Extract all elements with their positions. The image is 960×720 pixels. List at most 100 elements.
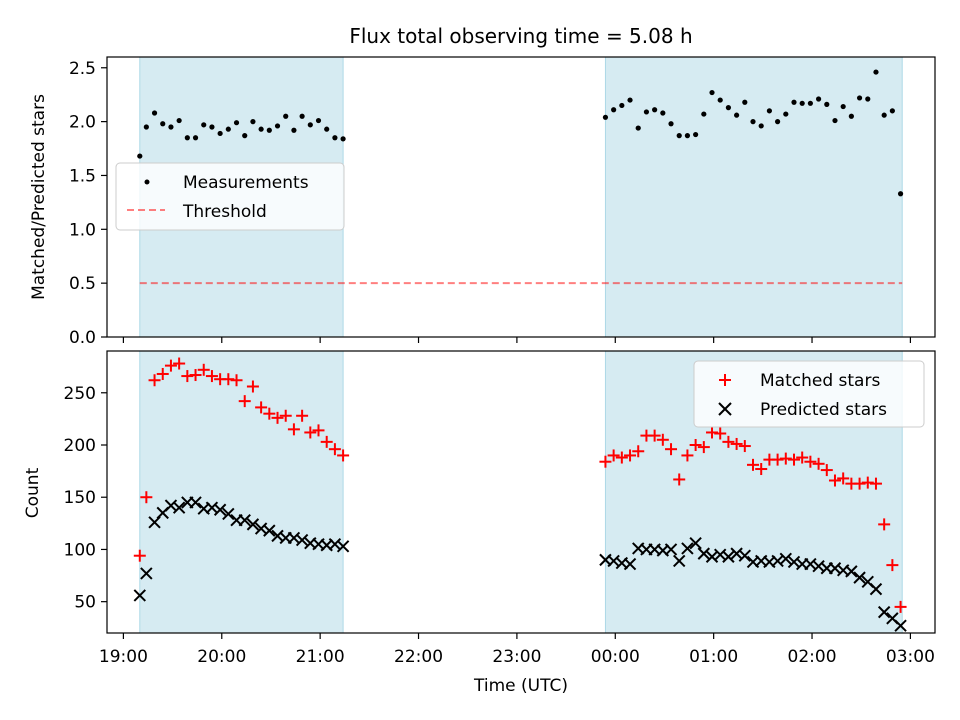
predicted-star-point [189,496,202,509]
matched-star-point [181,370,194,383]
measurement-point [840,103,846,110]
predicted-legend-label: Predicted stars [760,400,887,420]
measurement-point [332,135,338,141]
measurement-point [709,89,715,96]
measurement-point [217,130,223,137]
x-tick-label: 22:00 [394,647,443,667]
shaded-interval [139,350,344,634]
bottom-x-axis: 19:00 20:00 21:00 22:00 23:00 00:00 01:00 02:00… [99,633,935,667]
measurement-point [160,121,166,127]
measurement-point [824,101,830,107]
predicted-star-point [172,501,186,514]
predicted-star-point [336,540,350,553]
predicted-star-point [845,565,858,578]
matched-star-point [648,429,661,442]
matched-star-points [133,357,907,613]
matched-star-point [878,518,891,531]
measurement-point [734,112,740,118]
matched-star-point [148,374,161,387]
shaded-interval [604,56,903,338]
chart-title: Flux total observing time = 5.08 h [349,24,692,48]
y-tick-label: 150 [64,488,96,508]
matched-star-point [697,441,710,454]
matched-star-point [320,435,333,448]
top-y-axis: 0.0 0.5 1.0 1.5 2.0 2.5 [69,59,107,348]
matched-star-point [656,433,669,446]
matched-star-point [853,477,866,490]
predicted-star-point [853,571,866,584]
y-tick-label: 0.5 [69,274,96,294]
matched-star-point [304,426,317,439]
measurement-point [307,122,313,128]
measurement-point [660,110,666,116]
measurement-point [143,124,149,130]
predicted-star-point [222,507,235,521]
matched-star-point [156,367,169,380]
predicted-legend-marker [718,402,732,416]
measurement-point [291,127,297,133]
threshold-legend-label: Threshold [182,202,267,222]
measurement-points [137,69,904,197]
x-tick-label: 01:00 [689,647,738,667]
measurement-point [611,107,617,113]
measurement-point [873,69,879,75]
matched-star-point [886,559,899,572]
bottom-y-axis-label: Count [23,467,43,518]
predicted-star-point [623,557,637,571]
measurement-point [742,99,748,105]
measurement-point [676,133,682,139]
matched-star-point [205,370,218,383]
predicted-star-point [213,503,227,516]
measurement-point [619,102,625,109]
predicted-star-point [689,536,702,550]
matched-star-point [279,409,292,422]
measurement-point [137,153,143,159]
y-tick-label: 0.0 [69,328,96,348]
measurement-point [684,133,691,139]
measurement-point [176,117,182,124]
matched-star-point [312,424,325,437]
matched-star-point [779,452,792,465]
matched-legend-marker [719,374,731,386]
measurement-point [832,117,838,124]
matched-star-point [706,426,719,439]
measurement-point [627,97,633,103]
matched-star-point [722,435,735,448]
x-tick-label: 19:00 [99,647,148,667]
predicted-star-point [133,589,146,602]
bottom-y-axis: 50 100 150 200 250 [64,384,107,613]
measurement-point [250,119,256,125]
bottom-legend-box [693,360,925,428]
matched-star-point [837,472,850,485]
measurement-point [602,114,609,120]
matched-legend-label: Matched stars [760,371,880,391]
bottom-legend: Matched stars Predicted stars [693,360,925,428]
predicted-star-point [697,547,711,560]
predicted-star-point [246,518,260,531]
matched-star-point [140,491,153,504]
matched-star-point [804,455,817,468]
matched-star-point [230,374,243,387]
measurement-point [701,111,707,117]
top-plot-frame [106,56,936,338]
matched-star-point [861,476,874,489]
matched-star-point [747,458,760,471]
y-tick-label: 2.0 [69,113,96,133]
matched-star-point [222,373,235,386]
matched-star-point [337,449,350,462]
x-tick-label: 23:00 [492,647,541,667]
measurement-point [668,121,674,127]
matched-star-point [615,451,628,464]
measurement-point [274,123,281,129]
measurement-point [799,100,805,106]
matched-star-point [828,474,841,487]
matched-star-point [328,443,341,456]
matched-star-point [164,359,177,372]
measurement-point [643,109,650,115]
measurement-point [266,127,272,133]
measurement-point [865,96,871,102]
matched-star-point [624,449,637,462]
measurement-point [635,125,641,131]
matched-star-point [287,423,300,436]
matched-star-point [632,445,645,458]
